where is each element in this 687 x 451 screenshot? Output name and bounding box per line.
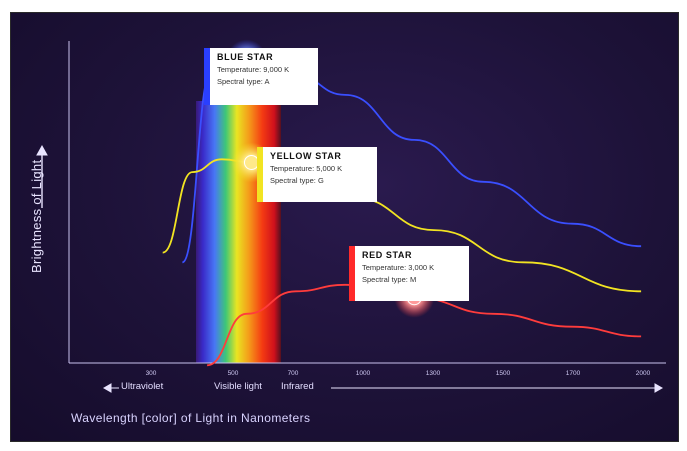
infrared-arrow [331, 383, 664, 393]
visible-spectrum-band [196, 101, 281, 363]
region-ultraviolet: Ultraviolet [121, 381, 164, 392]
callout-red-star-spectral-type: Spectral type: M [362, 275, 417, 284]
callout-blue-star-spectral-type: Spectral type: A [217, 77, 270, 86]
x-tick-label: 1500 [496, 370, 511, 377]
x-tick-label: 1000 [356, 370, 371, 377]
callout-red-star-temperature: Temperature: 3,000 K [362, 263, 435, 272]
chart-frame: 300 500 700 1000 1300 1500 1700 2000 Brightness… [10, 12, 679, 442]
ultraviolet-arrow [102, 383, 119, 393]
callout-yellow-star-spectral-type: Spectral type: G [270, 176, 324, 185]
x-tick-label: 700 [288, 370, 299, 377]
chart-svg: 300 500 700 1000 1300 1500 1700 2000 [36, 39, 666, 393]
x-tick-label: 1700 [566, 370, 581, 377]
callout-yellow-star-title: YELLOW STAR [270, 151, 342, 161]
callout-red-star: RED STAR Temperature: 3,000 K Spectral t… [349, 246, 469, 301]
x-tick-label: 2000 [636, 370, 651, 377]
x-tick-label: 300 [146, 370, 157, 377]
callout-blue-star-temperature: Temperature: 9,000 K [217, 65, 290, 74]
callout-blue-star: BLUE STAR Temperature: 9,000 K Spectral … [204, 48, 318, 105]
region-infrared: Infrared [281, 381, 314, 392]
y-direction-arrow [36, 144, 48, 208]
y-axis-label: Brightness of Light [29, 159, 44, 273]
callout-red-star-title: RED STAR [362, 250, 413, 260]
callout-yellow-star: YELLOW STAR Temperature: 5,000 K Spectra… [257, 147, 377, 202]
callout-blue-star-title: BLUE STAR [217, 52, 274, 62]
region-visible-light: Visible light [214, 381, 262, 392]
callout-yellow-star-temperature: Temperature: 5,000 K [270, 164, 343, 173]
x-axis-label: Wavelength [color] of Light in Nanometer… [71, 411, 311, 425]
x-tick-label: 500 [228, 370, 239, 377]
x-tick-label: 1300 [426, 370, 441, 377]
